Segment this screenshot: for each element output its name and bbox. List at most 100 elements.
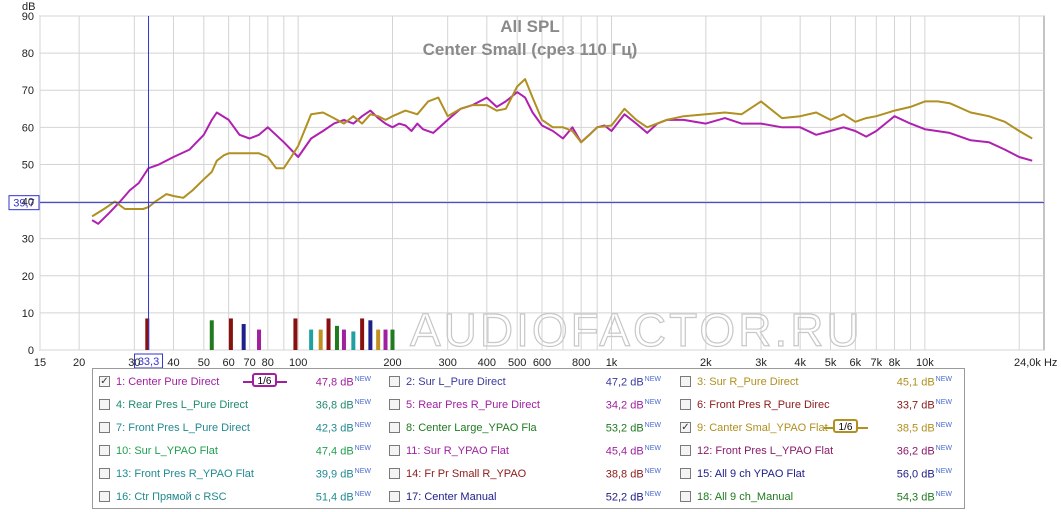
legend-value-text: 51,4 dB	[315, 491, 354, 504]
legend-item[interactable]: 16: Ctr Прямой с RSC 51,4 dBNEW	[93, 487, 383, 509]
legend-item[interactable]: 6: Front Pres R_Pure Direc 33,7 dBNEW	[674, 395, 964, 417]
legend-item[interactable]: 10: Sur L_YPAO Flat 47,4 dBNEW	[93, 441, 383, 463]
legend-item[interactable]: 7: Front Pres L_Pure Direct 42,3 dBNEW	[93, 418, 383, 440]
legend-checkbox[interactable]	[389, 445, 400, 456]
legend-checkbox[interactable]	[99, 422, 110, 433]
legend-checkbox[interactable]: ✓	[680, 422, 691, 433]
legend-checkbox[interactable]	[99, 468, 110, 479]
bar-mark	[334, 325, 339, 350]
y-tick-label: 80	[22, 48, 34, 60]
series-line[interactable]	[91, 78, 1033, 218]
bar-series-group	[145, 318, 395, 350]
y-tick-label: 50	[22, 159, 34, 171]
legend-item[interactable]: ✓ 9: Canter Smal_YPAO Flat 38,5 dBNEW 1/6	[674, 418, 964, 440]
legend-item[interactable]: 2: Sur L_Pure Direct 47,2 dBNEW	[383, 372, 673, 394]
legend-checkbox[interactable]	[680, 468, 691, 479]
legend-label: 4: Rear Pres L_Pure Direct	[116, 399, 249, 411]
legend-value: 53,2 dBNEW	[606, 422, 661, 435]
legend-item[interactable]: 14: Fr Pr Small R_YPAO 38,8 dBNEW	[383, 464, 673, 486]
new-badge: NEW	[354, 376, 371, 383]
legend-value-text: 47,4 dB	[315, 445, 354, 458]
legend-value-text: 53,2 dB	[605, 422, 644, 435]
legend-checkbox[interactable]	[680, 491, 691, 502]
legend-value-text: 34,2 dB	[605, 399, 644, 412]
legend-checkbox[interactable]	[99, 491, 110, 502]
legend-item[interactable]: 5: Rear Pres R_Pure Direct 34,2 dBNEW	[383, 395, 673, 417]
x-tick-label: 30	[128, 357, 140, 368]
y-tick-label: 10	[22, 308, 34, 320]
legend-checkbox[interactable]	[389, 376, 400, 387]
legend-checkbox[interactable]	[680, 399, 691, 410]
legend-value-text: 38,5 dB	[896, 422, 935, 435]
legend-checkbox[interactable]: ✓	[99, 376, 110, 387]
new-badge: NEW	[644, 491, 661, 498]
smoothing-badge[interactable]: 1/6	[252, 373, 277, 387]
series-line[interactable]	[91, 91, 1033, 225]
y-tick-label: 70	[22, 85, 34, 97]
legend-checkbox[interactable]	[99, 445, 110, 456]
legend-value: 54,3 dBNEW	[897, 491, 952, 504]
bar-mark	[228, 318, 233, 350]
x-tick-label: 7k	[871, 357, 883, 368]
legend-label: 1: Center Pure Direct	[116, 376, 220, 388]
legend-label: 9: Canter Smal_YPAO Flat	[697, 422, 828, 434]
x-tick-label: 15	[34, 357, 46, 368]
legend-label: 8: Center Large_YPAO Fla	[406, 422, 537, 434]
bar-mark	[326, 318, 331, 350]
legend-checkbox[interactable]	[389, 399, 400, 410]
new-badge: NEW	[935, 422, 952, 429]
legend-label: 2: Sur L_Pure Direct	[406, 376, 506, 388]
x-tick-label: 1k	[606, 357, 618, 368]
crosshair-cursor[interactable]: 39,7 33,3	[8, 16, 1044, 368]
measurement-legend: ✓ 1: Center Pure Direct 47,8 dBNEW 1/6 2: Su…	[92, 368, 965, 509]
x-tick-label: 60	[223, 357, 235, 368]
legend-checkbox[interactable]	[680, 376, 691, 387]
x-tick-label: 40	[167, 357, 179, 368]
legend-item[interactable]: 4: Rear Pres L_Pure Direct 36,8 dBNEW	[93, 395, 383, 417]
chart-grid	[39, 15, 1045, 351]
legend-value-text: 33,7 dB	[896, 399, 935, 412]
legend-item[interactable]: 13: Front Pres R_YPAO Flat 39,9 dBNEW	[93, 464, 383, 486]
x-tick-label: 10k	[916, 357, 934, 368]
legend-value: 36,8 dBNEW	[316, 399, 371, 412]
legend-label: 6: Front Pres R_Pure Direc	[697, 399, 830, 411]
legend-item[interactable]: 11: Sur R_YPAO Flat 45,4 dBNEW	[383, 441, 673, 463]
cursor-x-readout: 33,3	[138, 356, 159, 368]
legend-item[interactable]: 15: All 9 ch YPAO Flat 56,0 dBNEW	[674, 464, 964, 486]
spl-chart[interactable]: AUDIOFACTOR.RU 39,7 33,3 0 10 20 30 40 50 60 70 8…	[0, 0, 1061, 368]
legend-value-text: 52,2 dB	[605, 491, 644, 504]
x-tick-label: 8k	[889, 357, 901, 368]
legend-item[interactable]: 18: All 9 ch_Manual 54,3 dBNEW	[674, 487, 964, 509]
axes-labels: 0 10 20 30 40 50 60 70 80 90 15 20 30 40 50 60 70 80 100 20…	[22, 11, 1058, 368]
x-tick-label: 3k	[755, 357, 767, 368]
legend-value: 52,2 dBNEW	[606, 491, 661, 504]
x-tick-label: 4k	[794, 357, 806, 368]
new-badge: NEW	[354, 399, 371, 406]
legend-checkbox[interactable]	[680, 445, 691, 456]
legend-checkbox[interactable]	[99, 399, 110, 410]
legend-item[interactable]: ✓ 1: Center Pure Direct 47,8 dBNEW 1/6	[93, 372, 383, 394]
chart-subtitle: Center Small (срез 110 Гц)	[423, 40, 638, 59]
legend-checkbox[interactable]	[389, 422, 400, 433]
bar-mark	[309, 329, 314, 350]
legend-value: 39,9 dBNEW	[316, 468, 371, 481]
bar-mark	[209, 320, 214, 350]
legend-label: 11: Sur R_YPAO Flat	[406, 445, 509, 457]
legend-value: 33,7 dBNEW	[897, 399, 952, 412]
legend-value-text: 38,8 dB	[605, 468, 644, 481]
legend-item[interactable]: 8: Center Large_YPAO Fla 53,2 dBNEW	[383, 418, 673, 440]
new-badge: NEW	[935, 376, 952, 383]
legend-item[interactable]: 3: Sur R_Pure Direct 45,1 dBNEW	[674, 372, 964, 394]
legend-item[interactable]: 12: Front Pres L_YPAO Flat 36,2 dBNEW	[674, 441, 964, 463]
legend-checkbox[interactable]	[389, 468, 400, 479]
smoothing-badge[interactable]: 1/6	[833, 419, 858, 433]
legend-item[interactable]: 17: Center Manual 52,2 dBNEW	[383, 487, 673, 509]
bar-mark	[351, 331, 356, 350]
new-badge: NEW	[644, 422, 661, 429]
legend-value: 38,5 dBNEW	[897, 422, 952, 435]
legend-value-text: 45,1 dB	[896, 376, 935, 389]
x-tick-label: 100	[289, 357, 307, 368]
legend-value-text: 42,3 dB	[315, 422, 354, 435]
bar-mark	[341, 329, 346, 350]
legend-checkbox[interactable]	[389, 491, 400, 502]
